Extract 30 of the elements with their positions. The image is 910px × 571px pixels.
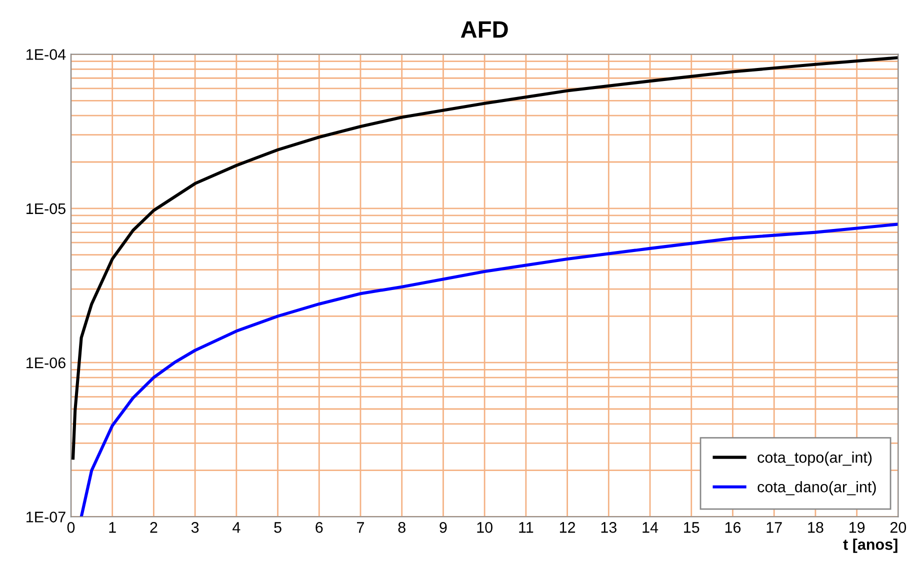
x-tick-label: 15 <box>684 522 700 533</box>
x-tick-label: 9 <box>440 522 447 533</box>
x-tick-label: 0 <box>67 522 75 533</box>
x-tick-label: 3 <box>191 522 199 533</box>
x-tick-label: 13 <box>601 522 616 533</box>
y-tick-label: 1E-07 <box>26 512 66 522</box>
x-tick-label: 11 <box>519 522 534 533</box>
y-tick-label: 1E-06 <box>26 357 66 368</box>
x-tick-label: 5 <box>274 522 282 533</box>
x-tick-label: 20 <box>890 522 906 533</box>
x-tick-label: 16 <box>725 522 741 533</box>
x-tick-label: 8 <box>398 522 406 533</box>
x-axis-title: t [anos] <box>843 538 898 553</box>
x-tick-label: 2 <box>150 522 158 533</box>
x-tick-label: 18 <box>808 522 824 533</box>
x-tick-label: 1 <box>109 522 116 533</box>
x-tick-label: 6 <box>316 522 323 533</box>
x-tick-label: 7 <box>357 522 364 533</box>
x-tick-label: 14 <box>642 522 658 533</box>
chart-title: AFD <box>460 21 508 38</box>
x-tick-label: 4 <box>232 522 240 533</box>
line-series <box>80 222 898 517</box>
y-tick-label: 1E-05 <box>26 203 66 214</box>
y-tick-label: 1E-04 <box>26 49 66 60</box>
legend-label: cota_topo(ar_int) <box>758 452 872 466</box>
x-tick-label: 12 <box>560 522 576 533</box>
x-tick-label: 10 <box>477 522 492 533</box>
legend-label: cota_dano(ar_int) <box>758 481 876 496</box>
x-tick-label: 19 <box>849 522 865 533</box>
x-tick-label: 17 <box>766 522 782 533</box>
